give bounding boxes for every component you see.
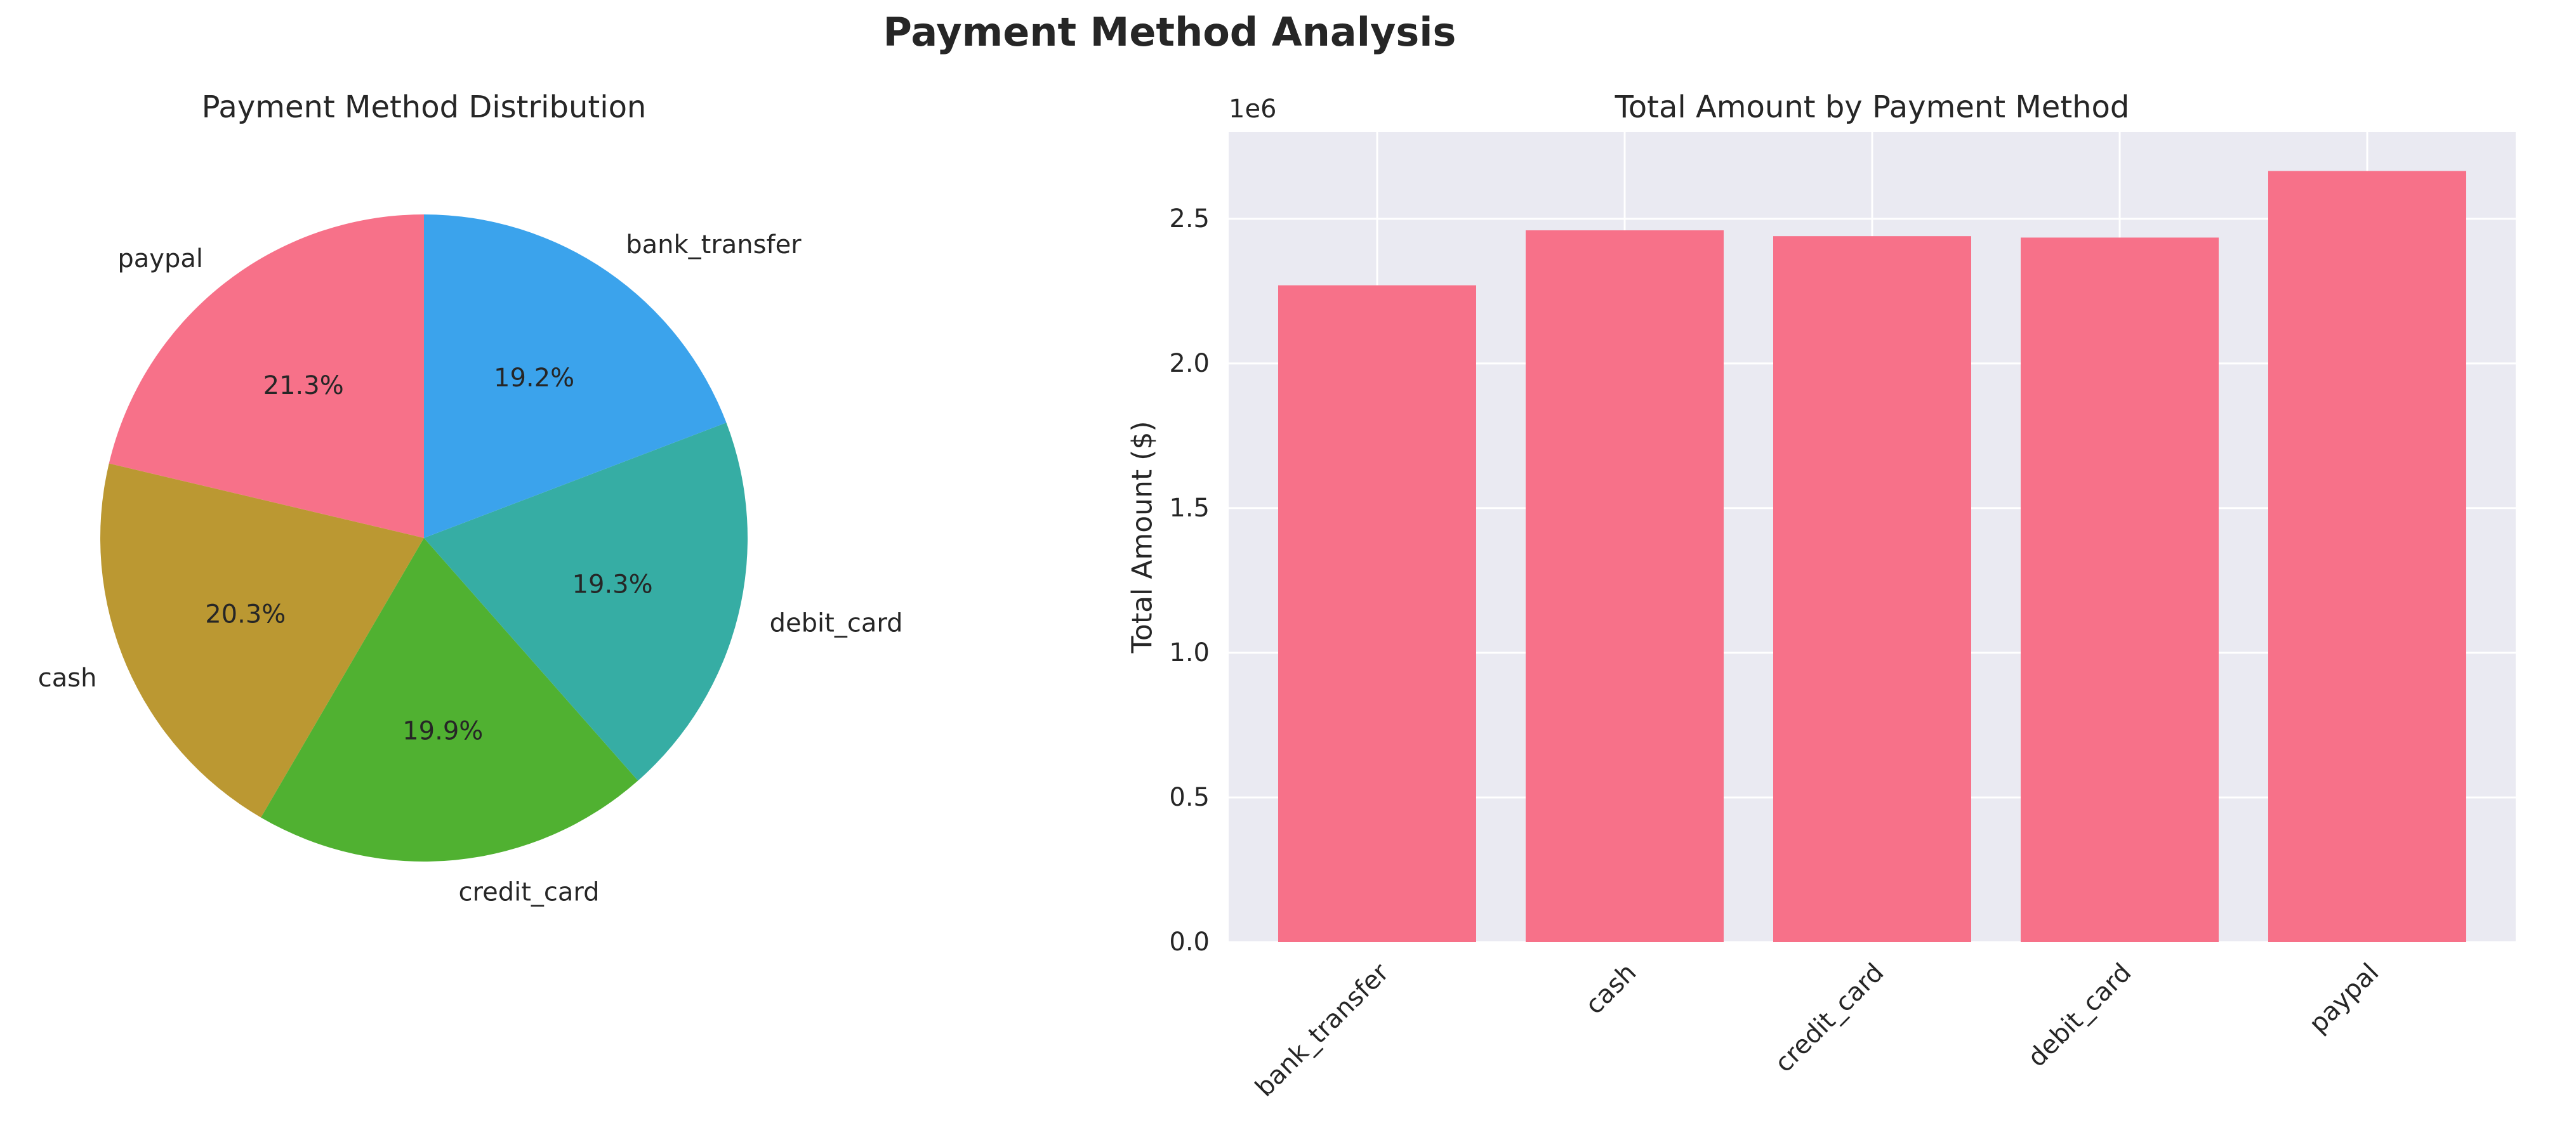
pie-slice-cash — [100, 463, 424, 818]
bar-bank-transfer — [1278, 285, 1476, 942]
figure-title: Payment Method Analysis — [883, 9, 1456, 55]
bar-paypal — [2268, 171, 2466, 943]
bar-credit-card — [1773, 236, 1971, 943]
pie-pct-label-bank-transfer: 19.2% — [494, 364, 574, 393]
bar-cash — [1526, 230, 1724, 942]
pie-slice-bank-transfer — [424, 214, 727, 538]
x-tick-label-bank-transfer: bank_transfer — [1250, 958, 1394, 1103]
bar-chart: Total Amount by Payment Method 0.0 0.5 1.0 1… — [1126, 89, 2516, 1103]
y-tick-label: 0.0 — [1169, 928, 1210, 957]
x-tick-label-paypal: paypal — [2304, 958, 2385, 1039]
y-tick-label: 1.0 — [1169, 638, 1210, 667]
x-tick-label-credit-card: credit_card — [1769, 958, 1890, 1079]
pie-label-paypal: paypal — [117, 244, 203, 273]
pie-label-credit-card: credit_card — [459, 877, 600, 907]
x-tick-label-debit-card: debit_card — [2023, 958, 2137, 1073]
pie-slice-paypal — [109, 214, 424, 538]
pie-chart: Payment Method Distribution 21.3% paypal 20… — [38, 89, 903, 907]
y-tick-label: 1.5 — [1169, 494, 1210, 523]
y-tick-label: 2.5 — [1169, 204, 1210, 233]
pie-pct-label-credit-card: 19.9% — [402, 717, 483, 746]
x-tick-label-cash: cash — [1580, 958, 1642, 1020]
pie-pct-label-paypal: 21.3% — [263, 371, 344, 400]
y-tick-label: 2.0 — [1169, 349, 1210, 378]
pie-slice-credit-card — [261, 538, 638, 862]
pie-label-cash: cash — [38, 664, 97, 693]
y-axis-label: Total Amount ($) — [1126, 421, 1159, 654]
bar-title: Total Amount by Payment Method — [1615, 89, 2130, 125]
pie-title: Payment Method Distribution — [202, 89, 647, 125]
pie-slice-debit-card — [424, 423, 748, 781]
bar-debit-card — [2021, 237, 2219, 942]
pie-label-debit-card: debit_card — [770, 608, 903, 638]
pie-label-bank-transfer: bank_transfer — [626, 230, 802, 259]
y-tick-label: 0.5 — [1169, 783, 1210, 812]
y-scale-label: 1e6 — [1229, 95, 1277, 124]
pie-pct-label-cash: 20.3% — [205, 600, 286, 629]
pie-pct-label-debit-card: 19.3% — [572, 570, 653, 599]
